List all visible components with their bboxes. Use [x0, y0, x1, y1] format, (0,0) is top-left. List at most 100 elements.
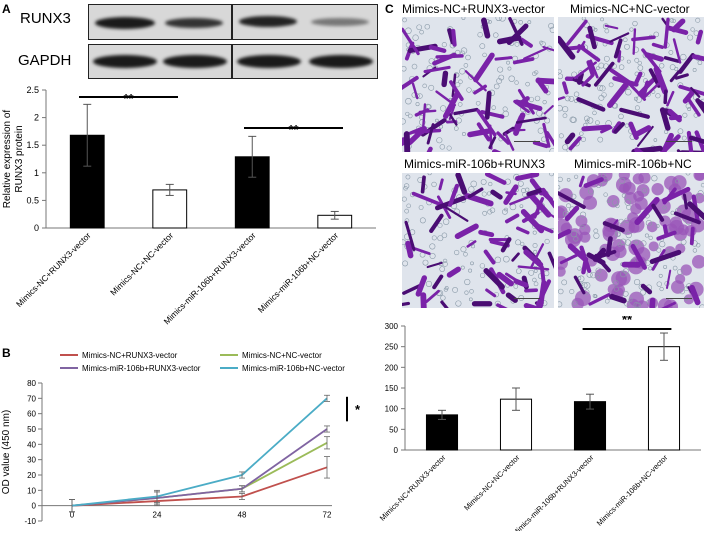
- pore: [549, 173, 554, 177]
- cell-process: [617, 50, 622, 63]
- cell-process: [411, 191, 443, 207]
- cell-process: [609, 32, 630, 43]
- cell-blob: [651, 183, 664, 196]
- cell-process: [671, 18, 686, 33]
- cell-process: [512, 57, 535, 65]
- pore: [558, 301, 563, 308]
- cell-blob: [670, 280, 685, 294]
- pore: [655, 93, 661, 99]
- pore: [697, 190, 704, 197]
- cell-blob: [613, 244, 627, 259]
- y-tick-label: 50: [389, 425, 398, 434]
- pore: [608, 82, 614, 88]
- y-tick-label: 70: [27, 394, 36, 403]
- cell-process: [441, 70, 449, 88]
- cell-blob: [638, 173, 651, 184]
- x-tick-label: 0: [70, 511, 75, 520]
- blot-band: [165, 18, 223, 28]
- cell-blob: [618, 173, 630, 181]
- pore: [659, 63, 665, 69]
- y-axis-label: OD value (450 nm): [1, 410, 12, 494]
- pore: [515, 239, 521, 246]
- cell-process: [513, 99, 530, 114]
- pore: [462, 132, 466, 136]
- x-tick-label: Mimics-miR-106b+NC-vector: [256, 230, 341, 315]
- pore: [628, 297, 633, 302]
- pore: [460, 47, 468, 54]
- pore: [680, 239, 687, 245]
- pore: [406, 203, 411, 209]
- significance-label: **: [622, 316, 633, 327]
- cell-process: [687, 201, 704, 221]
- pore: [603, 55, 610, 62]
- pore: [580, 224, 586, 230]
- cell-process: [404, 220, 416, 252]
- pore: [460, 265, 465, 270]
- chart-invasion-count: 0 50 100 150 200 250 300 Mimics-NC+RUNX3-vector…: [379, 316, 701, 531]
- cell-process: [573, 275, 586, 295]
- cell-blob: [579, 223, 591, 236]
- pore: [637, 60, 642, 66]
- cell-process: [695, 98, 704, 114]
- pore: [579, 131, 584, 136]
- pore: [562, 144, 569, 151]
- pore: [439, 266, 445, 272]
- pore: [590, 272, 597, 279]
- pore: [633, 301, 640, 308]
- pore: [405, 174, 411, 180]
- cell-process: [517, 88, 535, 115]
- pore: [470, 261, 474, 266]
- cell-process: [496, 303, 508, 308]
- cell-process: [402, 27, 420, 56]
- y-tick-label: 0: [394, 446, 399, 455]
- cell-process: [503, 184, 519, 205]
- pore: [653, 31, 660, 38]
- y-tick-label: 2: [34, 113, 39, 123]
- pore: [579, 211, 587, 218]
- pore: [573, 174, 579, 179]
- cell-process: [484, 173, 507, 185]
- blot-band: [239, 16, 297, 27]
- significance-label: **: [123, 91, 134, 106]
- cell-process: [402, 301, 411, 307]
- cell-process: [484, 90, 492, 120]
- micrograph: [558, 173, 704, 308]
- x-tick-label: 24: [153, 511, 162, 520]
- pore: [465, 54, 471, 61]
- y-tick-label: 200: [385, 363, 399, 372]
- pore: [624, 239, 632, 246]
- cell-process: [429, 213, 444, 233]
- pore: [599, 85, 606, 92]
- cell-process: [435, 54, 464, 59]
- cell-process: [649, 249, 682, 265]
- cell-process: [483, 249, 496, 265]
- cell-process: [517, 265, 550, 271]
- pore: [658, 273, 663, 278]
- pore: [549, 26, 554, 33]
- pore: [460, 246, 467, 253]
- cell-process: [411, 128, 442, 134]
- cell-process: [665, 269, 672, 290]
- cell-process: [473, 84, 487, 95]
- pore: [411, 63, 418, 70]
- cell-process: [505, 292, 518, 303]
- cell-process: [483, 268, 505, 290]
- pore: [558, 105, 563, 112]
- pore: [573, 91, 580, 97]
- cell-blob: [622, 181, 636, 195]
- cell-process: [441, 204, 469, 222]
- cell-process: [630, 243, 647, 270]
- cell-process: [577, 44, 601, 62]
- pore: [431, 235, 437, 241]
- cell-process: [415, 275, 428, 297]
- y-tick-label: 2.5: [26, 85, 39, 95]
- pore: [514, 80, 519, 85]
- y-tick-label: 1: [34, 168, 39, 178]
- blot-band: [95, 17, 155, 29]
- pore: [419, 217, 426, 224]
- y-tick-label: 100: [385, 405, 399, 414]
- cell-blob: [611, 271, 627, 287]
- pore: [502, 209, 508, 215]
- pore: [403, 183, 410, 189]
- pore: [672, 265, 678, 271]
